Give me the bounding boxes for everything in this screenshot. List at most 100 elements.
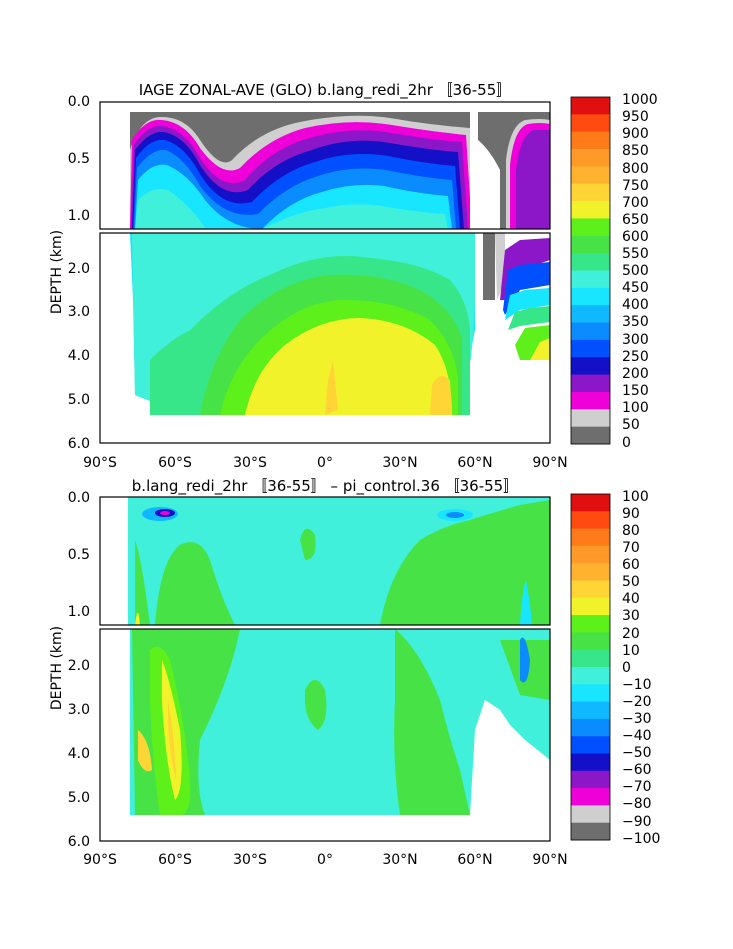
colorbar-swatch [571,822,610,841]
colorbar-swatch [571,649,610,668]
colorbar-swatch [571,701,610,720]
colorbar-label: −20 [622,694,652,710]
panel-age-xtick: 0° [317,455,333,471]
colorbar-label: 300 [622,332,649,348]
colorbar-label: 40 [622,591,640,607]
colorbar-label: 10 [622,643,640,659]
colorbar-label: −100 [622,831,660,847]
colorbar-swatch [571,718,610,737]
panel-age-upper-field [100,102,550,229]
panel-age-ytick: 6.0 [68,436,90,452]
panel-age-xtick: 60°S [158,455,192,471]
colorbar-label: 30 [622,608,640,624]
colorbar-swatch [571,339,610,358]
colorbar-label: 60 [622,557,640,573]
panel-diff-ytick: 3.0 [68,702,90,718]
panel-diff-xtick: 60°S [158,852,192,868]
colorbar-swatch [571,166,610,185]
colorbar-label: 850 [622,143,649,159]
colorbar-swatch [571,149,610,167]
panel-diff-ytick: 4.0 [68,746,90,762]
panel-diff-ytick: 0.0 [68,490,90,506]
panel-age-ytick: 2.0 [68,261,90,277]
panel-diff-ylabel: DEPTH (km) [49,626,65,710]
colorbar-label: 550 [622,246,649,262]
colorbar-label: 750 [622,178,649,194]
panel-age-upper-frame [99,101,551,230]
panel-age-xtick: 30°S [233,455,267,471]
panel-age-ytick: 5.0 [68,392,90,408]
panel-age-title: IAGE ZONAL-AVE (GLO) b.lang_redi_2hr 〚36… [139,81,512,100]
colorbar-label: −10 [622,677,652,693]
panel-age-ytick: 0.5 [68,151,90,167]
colorbar-swatch [571,615,610,633]
panel-diff-colorbar [570,493,611,841]
colorbar-swatch [571,114,610,133]
colorbar-label: −50 [622,745,652,761]
colorbar-swatch [571,391,610,410]
colorbar-label: 950 [622,109,649,125]
colorbar-frame [570,96,611,445]
colorbar-swatch [571,270,610,289]
panel-diff-upper-frame [99,496,551,626]
colorbar-label: −70 [622,779,652,795]
colorbar-swatch [571,545,610,564]
panel-diff-title: b.lang_redi_2hr 〚36-55〛 – pi_control.36 … [132,477,518,496]
colorbar-label: 0 [622,435,631,451]
panel-diff-ytick: 5.0 [68,790,90,806]
colorbar-label: 80 [622,523,640,539]
panel-diff-lower-field [100,629,550,841]
colorbar-swatch [571,494,610,512]
colorbar-label: 0 [622,660,631,676]
colorbar-swatch [571,563,610,581]
panel-age-lower-field [100,233,550,443]
colorbar-label: 800 [622,161,649,177]
colorbar-label: 350 [622,314,649,330]
colorbar-swatch [571,131,610,150]
colorbar-swatch [571,736,610,754]
panel-diff: b.lang_redi_2hr 〚36-55〛 – pi_control.36 … [49,477,660,868]
colorbar-label: −80 [622,796,652,812]
panel-diff-lower-frame [99,628,551,842]
panel-age-ytick: 0.0 [68,94,90,110]
colorbar-swatch [571,632,610,651]
colorbar-swatch [571,788,610,806]
colorbar-swatch [571,183,610,202]
colorbar-label: 400 [622,297,649,313]
panel-diff-xtick: 90°N [532,852,567,868]
panel-age-xtick: 90°N [532,455,567,471]
colorbar-swatch [571,667,610,685]
panel-age-ytick: 4.0 [68,348,90,364]
panel-age-ylabel: DEPTH (km) [49,230,65,314]
colorbar-label: 50 [622,574,640,590]
colorbar-swatch [571,97,610,115]
panel-diff-xtick: 30°N [382,852,417,868]
panel-diff-xtick: 30°S [233,852,267,868]
panel-diff-ytick: 6.0 [68,834,90,850]
panel-diff-xtick: 0° [317,852,333,868]
colorbar-label: 20 [622,626,640,642]
colorbar-swatch [571,580,610,599]
colorbar-label: 200 [622,366,649,382]
colorbar-label: 600 [622,229,649,245]
panel-age-colorbar [570,96,611,445]
panel-diff-xtick: 60°N [457,852,492,868]
panel-diff-ytick: 0.5 [68,547,90,563]
colorbar-label: 900 [622,126,649,142]
colorbar-swatch [571,511,610,530]
colorbar-label: 90 [622,506,640,522]
colorbar-label: 100 [622,400,649,416]
colorbar-label: 250 [622,349,649,365]
colorbar-label: −40 [622,728,652,744]
panel-diff-ytick: 2.0 [68,658,90,674]
colorbar-label: 700 [622,195,649,211]
colorbar-swatch [571,322,610,341]
colorbar-label: 650 [622,212,649,228]
panel-diff-ytick: 1.0 [68,604,90,620]
colorbar-label: 450 [622,280,649,296]
colorbar-swatch [571,287,610,306]
colorbar-label: 1000 [622,92,658,108]
colorbar-swatch [571,684,610,703]
colorbar-frame [570,493,611,841]
colorbar-label: 150 [622,383,649,399]
